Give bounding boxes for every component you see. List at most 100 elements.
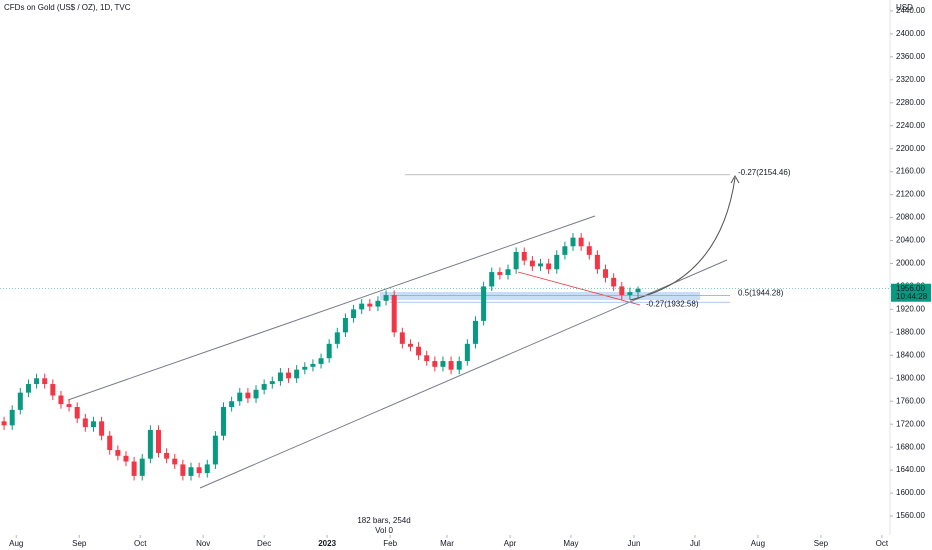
candle-body bbox=[562, 246, 568, 255]
candle-body bbox=[302, 366, 308, 370]
candle-body bbox=[326, 343, 332, 359]
candle-body bbox=[107, 435, 113, 451]
candle-body bbox=[359, 303, 365, 310]
candle-body bbox=[627, 292, 633, 296]
candle-body bbox=[1, 421, 7, 426]
status: Vol 0 bbox=[375, 526, 393, 535]
y-tick-label: 2240.00 bbox=[896, 121, 925, 130]
candle-body bbox=[82, 418, 88, 428]
candle-body bbox=[464, 343, 470, 362]
y-tick-label: 1760.00 bbox=[896, 396, 925, 405]
candle-body bbox=[416, 346, 422, 356]
candle-body bbox=[538, 263, 544, 267]
y-tick-label: 1840.00 bbox=[896, 350, 925, 359]
y-tick-label: 1680.00 bbox=[896, 442, 925, 451]
y-tick-label: 1640.00 bbox=[896, 465, 925, 474]
x-tick-label: 2023 bbox=[318, 539, 336, 548]
last-price-label: 1956.00 bbox=[896, 284, 925, 293]
candle-body bbox=[164, 452, 170, 459]
candle-body bbox=[221, 406, 227, 436]
currency: USD bbox=[896, 3, 913, 12]
candle-body bbox=[529, 260, 535, 267]
x-tick-label: Oct bbox=[134, 539, 147, 548]
x-tick-label: Sep bbox=[72, 539, 87, 548]
level-label: -0.27(1932.58) bbox=[646, 299, 699, 308]
candle-body bbox=[334, 332, 340, 344]
candle-body bbox=[505, 269, 511, 275]
candle-body bbox=[42, 378, 48, 385]
candle-body bbox=[318, 358, 324, 364]
candle-body bbox=[603, 269, 609, 278]
candle-body bbox=[611, 277, 617, 287]
y-tick-label: 1600.00 bbox=[896, 488, 925, 497]
level-label: -0.27(2154.46) bbox=[738, 168, 791, 177]
candle-body bbox=[139, 458, 145, 476]
candle-body bbox=[432, 361, 438, 367]
candle-body bbox=[172, 458, 178, 465]
candle-body bbox=[513, 252, 519, 270]
candle-body bbox=[546, 263, 552, 270]
candle-body bbox=[253, 389, 259, 399]
candle-body bbox=[74, 406, 80, 419]
candle-body bbox=[261, 384, 267, 390]
candle-body bbox=[521, 252, 527, 261]
y-tick-label: 1560.00 bbox=[896, 511, 925, 520]
candle-body bbox=[212, 435, 218, 465]
y-tick-label: 1920.00 bbox=[896, 305, 925, 314]
chart-title: CFDs on Gold (US$ / OZ), 1D, TVC bbox=[4, 3, 131, 12]
candle-body bbox=[131, 461, 137, 476]
candle-body bbox=[229, 401, 235, 407]
candle-body bbox=[17, 392, 23, 410]
y-tick-label: 1720.00 bbox=[896, 419, 925, 428]
candle-body bbox=[375, 300, 381, 307]
candle-body bbox=[50, 384, 56, 396]
y-tick-label: 1800.00 bbox=[896, 373, 925, 382]
candle-body bbox=[619, 286, 625, 296]
candle-body bbox=[245, 392, 251, 399]
x-tick-label: Aug bbox=[9, 539, 23, 548]
countdown: 10:44:28 bbox=[896, 292, 928, 301]
candle-body bbox=[594, 254, 600, 270]
candle-body bbox=[294, 369, 300, 379]
y-tick-label: 2440.00 bbox=[896, 6, 925, 15]
arrow-head bbox=[730, 174, 740, 184]
candle-body bbox=[34, 378, 40, 385]
candle-body bbox=[25, 384, 31, 393]
x-tick-label: Nov bbox=[196, 539, 210, 548]
candle-body bbox=[497, 272, 503, 275]
candle-body bbox=[99, 421, 105, 436]
candle-body bbox=[277, 372, 283, 382]
last-price-box bbox=[891, 283, 931, 302]
candle-body bbox=[188, 467, 194, 476]
y-tick-label: 2360.00 bbox=[896, 52, 925, 61]
candle-body bbox=[237, 392, 243, 402]
candle-body bbox=[570, 237, 576, 247]
candle-body bbox=[472, 320, 478, 344]
y-tick-label: 2160.00 bbox=[896, 167, 925, 176]
y-tick-label: 2000.00 bbox=[896, 259, 925, 268]
candle-body bbox=[351, 309, 357, 319]
y-tick-label: 2280.00 bbox=[896, 98, 925, 107]
candle-body bbox=[383, 295, 389, 301]
candle-body bbox=[58, 395, 64, 405]
candle-body bbox=[342, 318, 348, 333]
x-tick-label: Oct bbox=[876, 539, 889, 548]
candle-body bbox=[391, 295, 397, 333]
y-tick-label: 2200.00 bbox=[896, 144, 925, 153]
x-tick-label: May bbox=[563, 539, 578, 548]
candle-body bbox=[554, 254, 560, 270]
channel-upper bbox=[67, 215, 596, 401]
y-tick-label: 1880.00 bbox=[896, 327, 925, 336]
y-tick-label: 2400.00 bbox=[896, 29, 925, 38]
y-tick-label: 2080.00 bbox=[896, 213, 925, 222]
candle-body bbox=[204, 464, 210, 474]
y-tick-label: 2120.00 bbox=[896, 190, 925, 199]
candle-body bbox=[310, 363, 316, 367]
candle-body bbox=[424, 355, 430, 362]
candle-body bbox=[147, 429, 153, 459]
candle-body bbox=[635, 288, 641, 293]
candle-body bbox=[196, 467, 202, 474]
candle-body bbox=[123, 455, 129, 462]
candle-body bbox=[407, 343, 413, 347]
x-tick-label: Mar bbox=[440, 539, 454, 548]
